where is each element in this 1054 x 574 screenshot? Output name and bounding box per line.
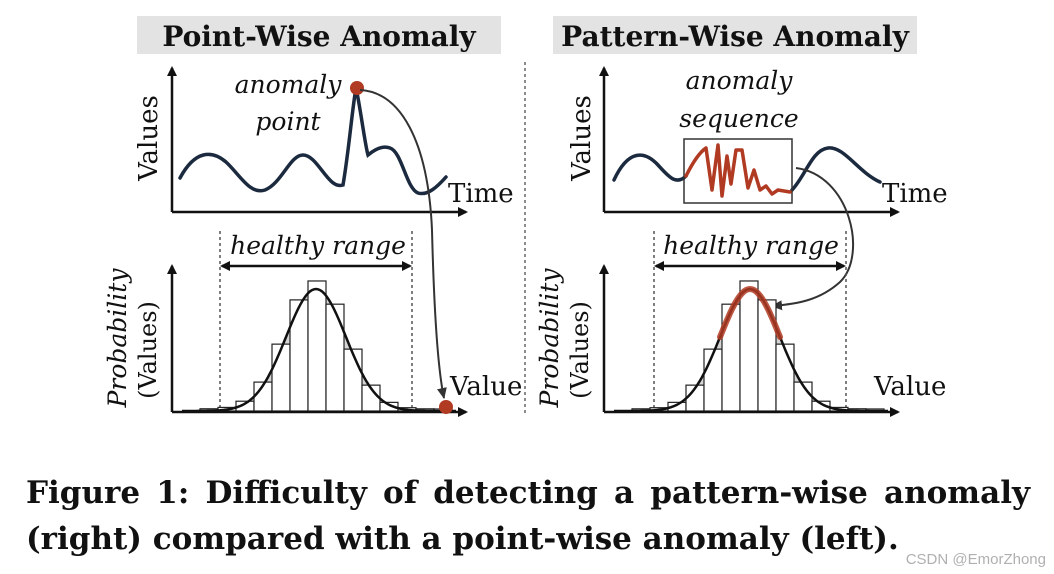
- watermark: CSDN @EmorZhong: [905, 551, 1046, 568]
- left-title-background: [137, 16, 501, 54]
- left-panel-title: Point-Wise Anomaly: [162, 20, 476, 53]
- left-annotation-line1: anomaly: [235, 70, 343, 99]
- anomaly-sequence-distribution-highlight: [717, 285, 783, 340]
- right-histogram: [614, 280, 889, 412]
- left-healthy-range-label: healthy range: [230, 231, 406, 260]
- left-anomaly-arrow: [359, 89, 447, 399]
- right-timeseries-xlabel: Time: [882, 179, 948, 209]
- right-panel: Pattern-Wise Anomaly Values Time anomaly…: [535, 16, 948, 417]
- left-panel: Point-Wise Anomaly Values Time anomaly p…: [103, 16, 522, 417]
- left-distribution-xlabel: Value: [449, 372, 522, 402]
- left-timeseries-axes: [167, 66, 468, 217]
- right-annotation-line2: sequence: [679, 104, 798, 133]
- histogram-bar: [307, 280, 327, 412]
- right-distribution-ylabel-2: (Values): [566, 301, 594, 399]
- right-distribution-xlabel: Value: [873, 372, 946, 402]
- right-panel-title: Pattern-Wise Anomaly: [561, 20, 909, 53]
- histogram-bar: [325, 303, 345, 412]
- figure-caption: Figure 1: Difficulty of detecting a patt…: [26, 475, 1030, 557]
- left-annotation-line2: point: [255, 107, 321, 136]
- histogram-bar: [703, 348, 723, 412]
- histogram-bar: [343, 348, 363, 412]
- anomaly-value-marker: [439, 400, 453, 414]
- left-timeseries-ylabel: Values: [134, 95, 164, 182]
- left-timeseries-xlabel: Time: [448, 179, 514, 209]
- histogram-bar: [775, 343, 795, 412]
- right-timeseries-ylabel: Values: [567, 95, 597, 182]
- left-series-line: [178, 87, 448, 196]
- right-annotation-line1: anomaly: [686, 66, 794, 95]
- histogram-bar: [271, 343, 291, 412]
- right-distribution-ylabel-1: Probability: [535, 268, 564, 409]
- left-distribution-ylabel-2: (Values): [134, 301, 162, 399]
- right-healthy-range-label: healthy range: [663, 231, 839, 260]
- left-distribution-curve: [182, 287, 456, 413]
- right-title-background: [553, 16, 917, 54]
- histogram-bar: [289, 299, 309, 412]
- anomaly-point-marker: [350, 81, 364, 95]
- anomaly-sequence-line: [684, 143, 792, 198]
- left-distribution-ylabel-1: Probability: [103, 268, 132, 409]
- histogram-bar: [739, 280, 759, 412]
- left-histogram: [182, 280, 457, 412]
- right-anomaly-arrow: [771, 167, 854, 311]
- right-series-line: [612, 146, 882, 192]
- anomaly-sequence-box: [683, 138, 793, 204]
